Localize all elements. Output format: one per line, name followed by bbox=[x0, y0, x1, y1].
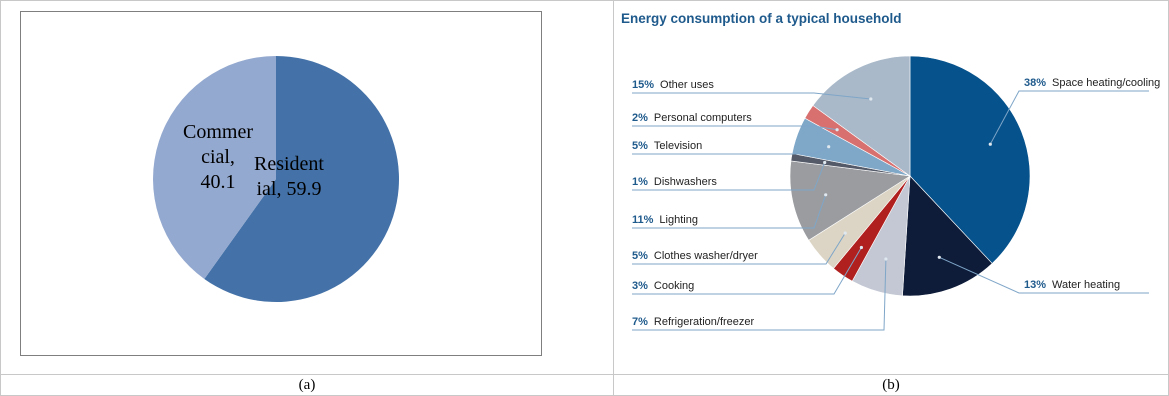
leader-dot-lighting bbox=[824, 193, 828, 197]
leader-line-space-heating-cooling bbox=[989, 90, 1149, 145]
caption-a: (a) bbox=[0, 374, 614, 396]
caption-b: (b) bbox=[613, 374, 1169, 396]
leader-line-television bbox=[632, 146, 829, 155]
panel-b: Energy consumption of a typical househol… bbox=[613, 0, 1169, 375]
label-water-heating: 13% Water heating bbox=[1024, 279, 1120, 291]
pie-label-residential: Resident ial, 59.9 bbox=[254, 153, 324, 200]
label-dishwashers: 1% Dishwashers bbox=[632, 176, 717, 188]
label-personal-computers: 2% Personal computers bbox=[632, 112, 752, 124]
pie-slice-lighting bbox=[789, 160, 911, 241]
leader-dot-water-heating bbox=[937, 255, 941, 259]
pie-slice-space-heating-cooling bbox=[909, 55, 1031, 264]
label-clothes-washer-dryer: 5% Clothes washer/dryer bbox=[632, 250, 758, 262]
label-television: 5% Television bbox=[632, 140, 702, 152]
leader-line-water-heating bbox=[939, 256, 1149, 294]
leader-line-cooking bbox=[632, 247, 862, 295]
leader-dot-space-heating-cooling bbox=[988, 142, 992, 146]
pie-label-commercial: Commer cial, 40.1 bbox=[183, 121, 253, 193]
pie-slice-commercial bbox=[153, 56, 276, 279]
leader-line-lighting bbox=[632, 194, 827, 229]
chart-b-title: Energy consumption of a typical househol… bbox=[621, 11, 902, 26]
leader-dot-cooking bbox=[859, 245, 863, 250]
leader-dot-other-uses bbox=[869, 97, 873, 101]
pie-slice-other-uses bbox=[812, 55, 911, 177]
leader-dot-personal-computers bbox=[835, 128, 839, 132]
leader-dot-television bbox=[827, 145, 831, 149]
pie-slice-water-heating bbox=[902, 175, 993, 297]
label-space-heating-cooling: 38% Space heating/cooling bbox=[1024, 77, 1160, 89]
leader-line-other-uses bbox=[632, 92, 871, 100]
leader-line-personal-computers bbox=[632, 125, 838, 131]
leader-dot-dishwashers bbox=[823, 160, 827, 165]
leader-dot-refrigeration-freezer bbox=[884, 257, 888, 261]
leader-line-refrigeration-freezer bbox=[632, 258, 887, 331]
label-other-uses: 15% Other uses bbox=[632, 79, 714, 91]
leader-line-clothes-washer-dryer bbox=[632, 232, 846, 265]
label-refrigeration-freezer: 7% Refrigeration/freezer bbox=[632, 316, 755, 328]
chart-a-frame: Resident ial, 59.9 Commer cial, 40.1 bbox=[20, 11, 542, 356]
leader-line-dishwashers bbox=[632, 162, 826, 191]
chart-b: Energy consumption of a typical househol… bbox=[621, 11, 1160, 331]
panel-a: Resident ial, 59.9 Commer cial, 40.1 bbox=[0, 0, 614, 375]
pie-slice-residential bbox=[204, 56, 400, 303]
label-cooking: 3% Cooking bbox=[632, 280, 694, 292]
leader-dot-clothes-washer-dryer bbox=[843, 231, 847, 235]
label-lighting: 11% Lighting bbox=[632, 214, 698, 226]
